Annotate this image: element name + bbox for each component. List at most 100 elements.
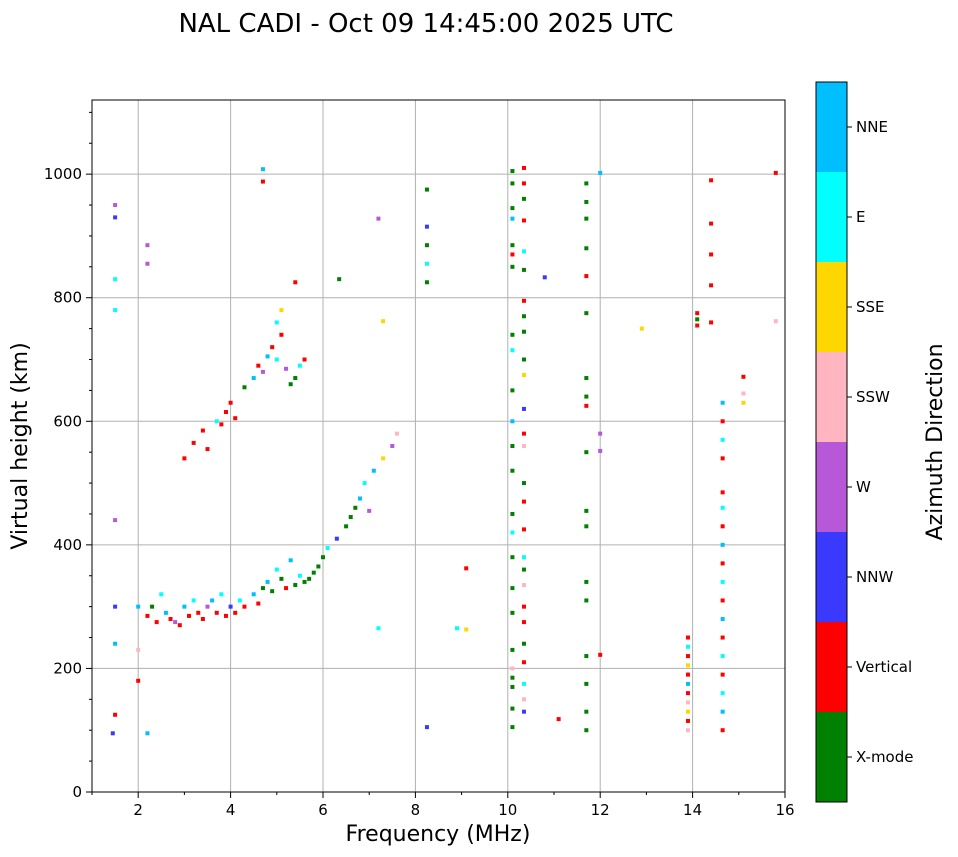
echo-point (720, 709, 725, 714)
echo-point (113, 604, 118, 609)
echo-point (145, 261, 150, 266)
echo-point (598, 431, 603, 436)
echo-point (510, 243, 515, 248)
echo-point (182, 456, 187, 461)
echo-point (325, 545, 330, 550)
echo-point (510, 555, 515, 560)
echo-point (521, 709, 526, 714)
echo-point (521, 406, 526, 411)
colorbar-segment (816, 172, 847, 262)
echo-point (720, 505, 725, 510)
echo-point (521, 527, 526, 532)
echo-point (584, 654, 589, 659)
echo-point (510, 206, 515, 211)
echo-point (113, 277, 118, 282)
colorbar-label: SSE (856, 298, 885, 316)
echo-point (542, 275, 547, 280)
plot-frame (91, 99, 786, 793)
echo-point (695, 317, 700, 322)
echo-point (521, 567, 526, 572)
echo-point (510, 725, 515, 730)
echo-point (584, 598, 589, 603)
echo-point (200, 428, 205, 433)
x-tick-label: 14 (683, 801, 702, 819)
echo-point (584, 274, 589, 279)
echo-point (510, 610, 515, 615)
colorbar-title: Azimuth Direction (923, 343, 948, 540)
echo-point (510, 419, 515, 424)
echo-point (709, 252, 714, 257)
echo-point (424, 187, 429, 192)
echo-point (302, 357, 307, 362)
echo-point (274, 357, 279, 362)
echo-point (510, 684, 515, 689)
echo-point (187, 613, 192, 618)
echo-point (150, 604, 155, 609)
echo-point (556, 717, 561, 722)
y-tick-label: 600 (53, 412, 82, 430)
echo-point (177, 623, 182, 628)
echo-point (145, 731, 150, 736)
echo-point (720, 561, 725, 566)
data-marks (110, 165, 778, 736)
colorbar: X-mode Vertical NNW W SSW SSE E NNE (815, 81, 913, 803)
echo-point (110, 731, 115, 736)
echo-point (454, 626, 459, 631)
y-tick-label: 200 (53, 659, 82, 677)
echo-point (256, 601, 261, 606)
echo-point (584, 199, 589, 204)
echo-point (741, 374, 746, 379)
echo-point (223, 410, 228, 415)
echo-point (685, 635, 690, 640)
echo-point (265, 579, 270, 584)
echo-point (214, 419, 219, 424)
x-axis-ticks: 2 4 6 8 10 12 14 16 (91, 792, 795, 819)
echo-point (316, 564, 321, 569)
echo-point (521, 181, 526, 186)
echo-point (584, 681, 589, 686)
colorbar-label: X-mode (856, 748, 913, 766)
echo-point (510, 666, 515, 671)
echo-point (251, 376, 256, 381)
echo-point (685, 681, 690, 686)
echo-point (344, 524, 349, 529)
echo-point (510, 252, 515, 257)
echo-point (521, 481, 526, 486)
echo-point (510, 647, 515, 652)
echo-point (685, 709, 690, 714)
echo-point (260, 586, 265, 591)
echo-point (510, 586, 515, 591)
echo-point (274, 320, 279, 325)
echo-point (521, 444, 526, 448)
echo-point (720, 691, 725, 696)
echo-point (695, 311, 700, 316)
echo-point (720, 654, 725, 659)
echo-point (510, 675, 515, 680)
echo-point (773, 319, 778, 324)
echo-point (233, 416, 238, 421)
echo-point (521, 196, 526, 201)
echo-point (242, 604, 247, 609)
echo-point (510, 706, 515, 711)
echo-point (424, 243, 429, 248)
x-axis-label: Frequency (MHz) (346, 822, 531, 847)
echo-point (720, 400, 725, 405)
chart-title: NAL CADI - Oct 09 14:45:00 2025 UTC (178, 9, 673, 39)
echo-point (284, 586, 289, 591)
echo-point (685, 654, 690, 659)
x-tick-label: 10 (498, 801, 517, 819)
echo-point (219, 422, 224, 427)
echo-point (510, 332, 515, 337)
echo-point (311, 570, 316, 575)
colorbar-label: Vertical (856, 658, 912, 676)
x-tick-label: 12 (591, 801, 610, 819)
echo-point (510, 264, 515, 269)
echo-point (584, 709, 589, 714)
echo-point (464, 566, 469, 571)
echo-point (270, 345, 275, 350)
echo-point (773, 170, 778, 175)
echo-point (424, 224, 429, 229)
echo-point (145, 243, 150, 248)
echo-point (685, 718, 690, 723)
echo-point (113, 712, 118, 717)
